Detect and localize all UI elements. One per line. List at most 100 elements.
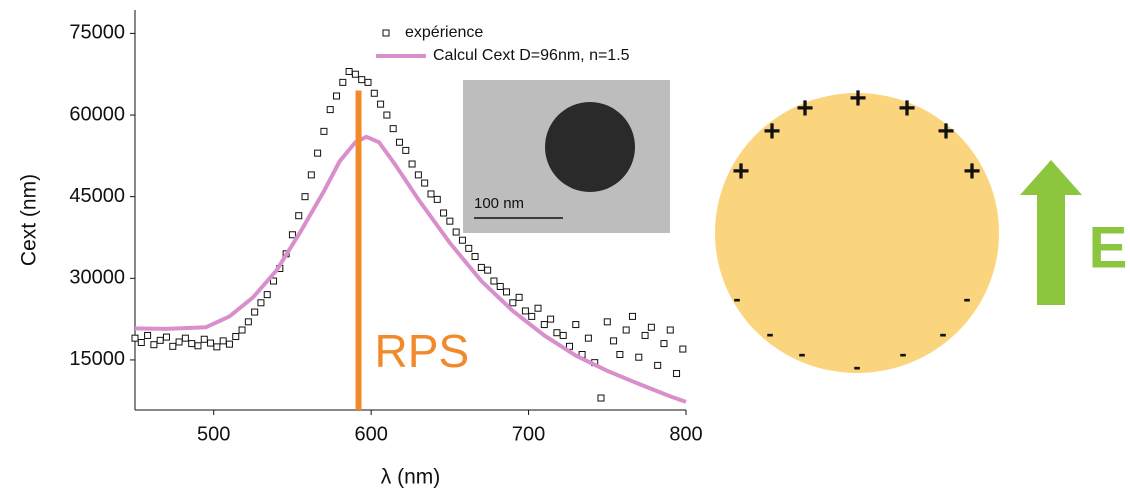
field-label: E xyxy=(1089,215,1128,280)
data-point xyxy=(364,78,372,86)
data-point xyxy=(402,146,410,154)
data-point xyxy=(207,339,215,347)
positive-charge: + xyxy=(849,82,867,115)
negative-charge: - xyxy=(899,341,906,366)
data-point xyxy=(628,312,636,320)
data-point xyxy=(137,339,145,347)
legend-marker xyxy=(382,29,390,37)
inset-image: 100 nm xyxy=(463,80,670,233)
data-point xyxy=(477,263,485,271)
data-point xyxy=(496,282,504,290)
data-point xyxy=(358,76,366,84)
data-point xyxy=(263,291,271,299)
data-point xyxy=(131,334,139,342)
data-point xyxy=(622,326,630,334)
data-point xyxy=(421,179,429,187)
data-point xyxy=(339,78,347,86)
data-point xyxy=(213,343,221,351)
data-point xyxy=(326,106,334,114)
data-point xyxy=(314,149,322,157)
data-point xyxy=(408,160,416,168)
positive-charge: + xyxy=(898,92,916,125)
data-point xyxy=(181,334,189,342)
data-point xyxy=(270,277,278,285)
x-axis-label: λ (nm) xyxy=(381,466,441,489)
data-point xyxy=(610,337,618,345)
negative-charge: - xyxy=(766,321,773,346)
data-point xyxy=(452,228,460,236)
data-point xyxy=(295,212,303,220)
data-point xyxy=(616,350,624,358)
data-point xyxy=(307,171,315,179)
data-point xyxy=(156,336,164,344)
data-point xyxy=(484,266,492,274)
resonance-label: RPS xyxy=(375,325,470,377)
data-point xyxy=(188,340,196,348)
positive-charge: + xyxy=(937,115,955,148)
data-point xyxy=(515,293,523,301)
data-point xyxy=(414,171,422,179)
data-point xyxy=(528,312,536,320)
data-point xyxy=(232,333,240,341)
data-point xyxy=(333,92,341,100)
x-tick-label: 800 xyxy=(669,423,702,445)
legend-label: Calcul Cext D=96nm, n=1.5 xyxy=(433,47,630,64)
data-point xyxy=(465,244,473,252)
particle xyxy=(545,102,635,192)
data-point xyxy=(440,209,448,217)
data-point xyxy=(427,190,435,198)
data-point xyxy=(641,331,649,339)
data-point xyxy=(433,195,441,203)
data-point xyxy=(150,341,158,349)
data-point xyxy=(288,231,296,239)
data-point xyxy=(238,326,246,334)
data-point xyxy=(654,361,662,369)
data-point xyxy=(534,304,542,312)
data-point xyxy=(647,323,655,331)
data-point xyxy=(219,337,227,345)
x-tick-label: 600 xyxy=(354,423,387,445)
data-point xyxy=(169,342,177,350)
negative-charge: - xyxy=(853,354,860,379)
negative-charge: - xyxy=(733,286,740,311)
y-tick-label: 15000 xyxy=(69,348,125,370)
data-point xyxy=(597,394,605,402)
data-point xyxy=(301,193,309,201)
negative-charge: - xyxy=(963,286,970,311)
y-tick-label: 75000 xyxy=(69,22,125,44)
data-point xyxy=(673,370,681,378)
data-point xyxy=(345,67,353,75)
sphere xyxy=(715,93,999,373)
y-tick-label: 60000 xyxy=(69,103,125,125)
data-point xyxy=(175,338,183,346)
positive-charge: + xyxy=(796,92,814,125)
negative-charge: - xyxy=(798,341,805,366)
data-point xyxy=(559,331,567,339)
data-point xyxy=(635,353,643,361)
legend-label: expérience xyxy=(405,24,483,41)
data-point xyxy=(471,253,479,261)
negative-charge: - xyxy=(939,321,946,346)
scale-bar-label: 100 nm xyxy=(474,195,524,212)
data-point xyxy=(553,329,561,337)
data-point xyxy=(377,100,385,108)
y-axis-label: Cext (nm) xyxy=(18,174,41,266)
data-point xyxy=(547,315,555,323)
data-point xyxy=(257,299,265,307)
data-point xyxy=(351,70,359,78)
data-point xyxy=(666,326,674,334)
data-point xyxy=(370,89,378,97)
y-tick-label: 30000 xyxy=(69,267,125,289)
data-point xyxy=(679,345,687,353)
data-point xyxy=(395,138,403,146)
positive-charge: + xyxy=(763,115,781,148)
data-point xyxy=(200,335,208,343)
diagram: E +++ + +++------- xyxy=(715,82,1127,379)
data-point xyxy=(572,321,580,329)
data-point xyxy=(458,236,466,244)
data-point xyxy=(603,318,611,326)
data-point xyxy=(244,318,252,326)
data-point xyxy=(540,321,548,329)
data-point xyxy=(162,333,170,341)
